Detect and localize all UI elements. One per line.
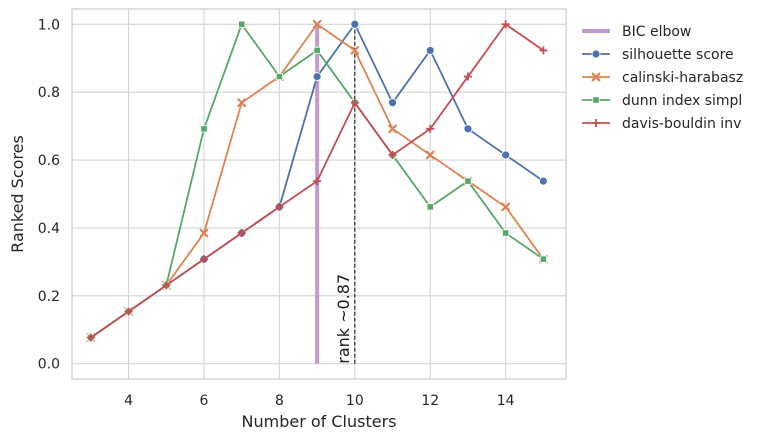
data-point	[464, 177, 472, 185]
data-point	[275, 72, 284, 81]
legend-label: dunn index simpl	[622, 93, 742, 109]
data-point	[591, 72, 601, 82]
x-tick-labels: 4 6 8 10 12 14	[124, 393, 515, 409]
data-point	[275, 202, 284, 211]
data-point	[200, 125, 208, 133]
data-point	[162, 281, 171, 290]
y-tick-label: 0.2	[38, 289, 60, 305]
y-tick-label: 0.0	[38, 357, 60, 373]
legend-label: davis-bouldin inv	[622, 116, 741, 132]
data-point	[425, 150, 435, 160]
x-axis-label: Number of Clusters	[242, 412, 397, 431]
data-point	[313, 46, 321, 55]
y-tick-label: 0.6	[38, 153, 60, 169]
rank-annotation: rank ~0.87	[334, 274, 353, 364]
y-tick-label: 0.4	[38, 221, 60, 237]
plot-frame	[71, 8, 567, 380]
data-point	[312, 72, 322, 81]
data-point	[124, 307, 133, 316]
x-tick-label: 14	[497, 393, 515, 409]
x-tick-label: 10	[346, 393, 364, 409]
y-tick-label: 0.8	[38, 85, 60, 101]
data-point	[501, 20, 510, 29]
legend-item-davis-bouldin-inv: davis-bouldin inv	[582, 116, 741, 132]
data-point	[199, 228, 209, 238]
data-point	[539, 46, 548, 55]
legend-item-calinski-harabasz: calinski-harabasz	[582, 70, 743, 86]
data-point	[463, 72, 472, 81]
x-tick-label: 8	[275, 393, 284, 409]
data-point	[501, 202, 511, 212]
data-point	[199, 255, 208, 264]
data-point	[350, 19, 360, 29]
data-point	[501, 150, 511, 160]
data-point	[425, 46, 435, 55]
data-point	[237, 98, 247, 108]
legend-item-dunn-index-simpl: dunn index simpl	[582, 93, 742, 109]
data-point	[591, 49, 601, 59]
data-point	[426, 203, 434, 211]
data-point	[312, 19, 322, 29]
data-point	[502, 229, 510, 237]
data-point	[350, 46, 360, 55]
data-point	[426, 124, 435, 133]
legend-item-bic-elbow: BIC elbow	[582, 24, 691, 40]
series-group	[86, 19, 548, 342]
legend-label: BIC elbow	[622, 24, 691, 40]
data-point	[592, 119, 600, 127]
data-point	[539, 255, 547, 263]
x-tick-label: 12	[421, 393, 439, 409]
legend: BIC elbow silhouette score calinski-haraba…	[582, 24, 743, 132]
data-point	[350, 98, 359, 107]
y-tick-label: 1.0	[38, 17, 60, 33]
data-point	[86, 333, 95, 342]
data-point	[313, 177, 322, 186]
x-tick-label: 6	[200, 393, 209, 409]
data-point	[388, 150, 397, 159]
y-axis-label: Ranked Scores	[8, 135, 27, 253]
legend-label: silhouette score	[622, 47, 734, 63]
data-point	[538, 176, 548, 186]
data-point	[463, 124, 473, 134]
data-point	[388, 124, 397, 134]
data-point	[592, 96, 600, 104]
y-tick-labels: 0.0 0.2 0.4 0.6 0.8 1.0	[38, 17, 60, 372]
x-tick-label: 4	[124, 393, 133, 409]
legend-item-silhouette-score: silhouette score	[582, 47, 734, 63]
data-point	[238, 20, 246, 28]
data-point	[237, 229, 246, 238]
data-point	[388, 98, 397, 108]
series-davis-bouldin-inv	[86, 20, 548, 342]
legend-label: calinski-harabasz	[622, 70, 743, 86]
